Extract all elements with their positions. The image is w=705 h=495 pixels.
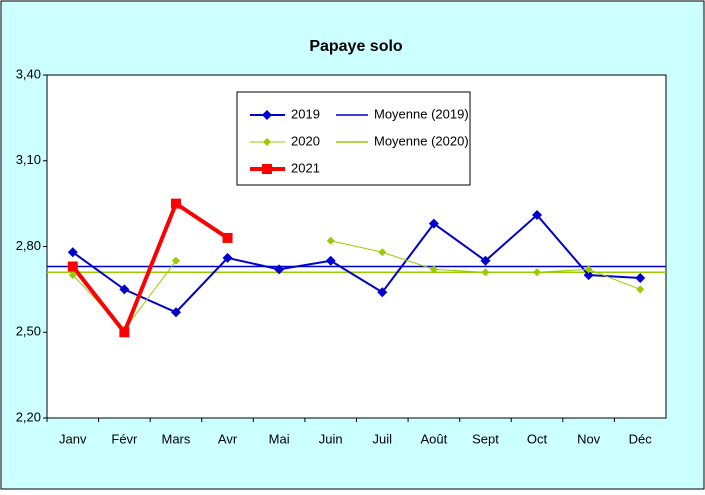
marker bbox=[326, 236, 335, 245]
x-tick-label: Déc bbox=[629, 431, 653, 446]
marker bbox=[636, 285, 645, 294]
x-tick-label: Janv bbox=[59, 431, 87, 446]
marker bbox=[67, 247, 78, 258]
x-tick-label: Mai bbox=[269, 431, 290, 446]
marker bbox=[481, 268, 490, 277]
y-tick-label: 2,80 bbox=[16, 238, 41, 253]
marker bbox=[584, 265, 593, 274]
marker bbox=[263, 138, 271, 146]
marker bbox=[378, 248, 387, 257]
y-tick-label: 3,10 bbox=[16, 152, 41, 167]
marker bbox=[119, 284, 130, 295]
x-tick-label: Juil bbox=[373, 431, 393, 446]
chart-title: Papaye solo bbox=[309, 38, 403, 55]
marker bbox=[480, 255, 491, 266]
x-tick-label: Nov bbox=[577, 431, 601, 446]
x-tick-label: Avr bbox=[218, 431, 238, 446]
marker bbox=[170, 307, 181, 318]
marker bbox=[119, 327, 130, 338]
marker bbox=[222, 232, 233, 243]
legend-label: Moyenne (2019) bbox=[374, 106, 469, 121]
legend-label: Moyenne (2020) bbox=[374, 133, 469, 148]
marker bbox=[428, 218, 439, 229]
marker bbox=[583, 270, 594, 281]
series-line bbox=[71, 200, 229, 337]
marker bbox=[533, 268, 542, 277]
x-tick-label: Mars bbox=[162, 431, 191, 446]
x-tick-label: Sept bbox=[472, 431, 499, 446]
x-tick-label: Juin bbox=[319, 431, 343, 446]
marker bbox=[171, 256, 180, 265]
marker bbox=[170, 198, 181, 209]
x-tick-label: Févr bbox=[111, 431, 138, 446]
marker bbox=[222, 252, 233, 263]
legend-label: 2020 bbox=[291, 133, 320, 148]
marker bbox=[377, 287, 388, 298]
marker bbox=[635, 272, 646, 283]
y-tick-label: 3,40 bbox=[16, 66, 41, 81]
marker bbox=[429, 265, 438, 274]
marker bbox=[532, 210, 543, 221]
y-tick-label: 2,20 bbox=[16, 409, 41, 424]
y-tick-label: 2,50 bbox=[16, 324, 41, 339]
marker bbox=[325, 255, 336, 266]
marker bbox=[274, 264, 285, 275]
x-tick-label: Oct bbox=[527, 431, 548, 446]
marker bbox=[68, 271, 77, 280]
series-line bbox=[72, 213, 641, 314]
x-tick-label: Août bbox=[421, 431, 448, 446]
marker bbox=[262, 164, 272, 174]
marker bbox=[67, 261, 78, 272]
marker bbox=[262, 110, 272, 120]
legend-label: 2019 bbox=[291, 106, 320, 121]
legend-label: 2021 bbox=[291, 160, 320, 175]
